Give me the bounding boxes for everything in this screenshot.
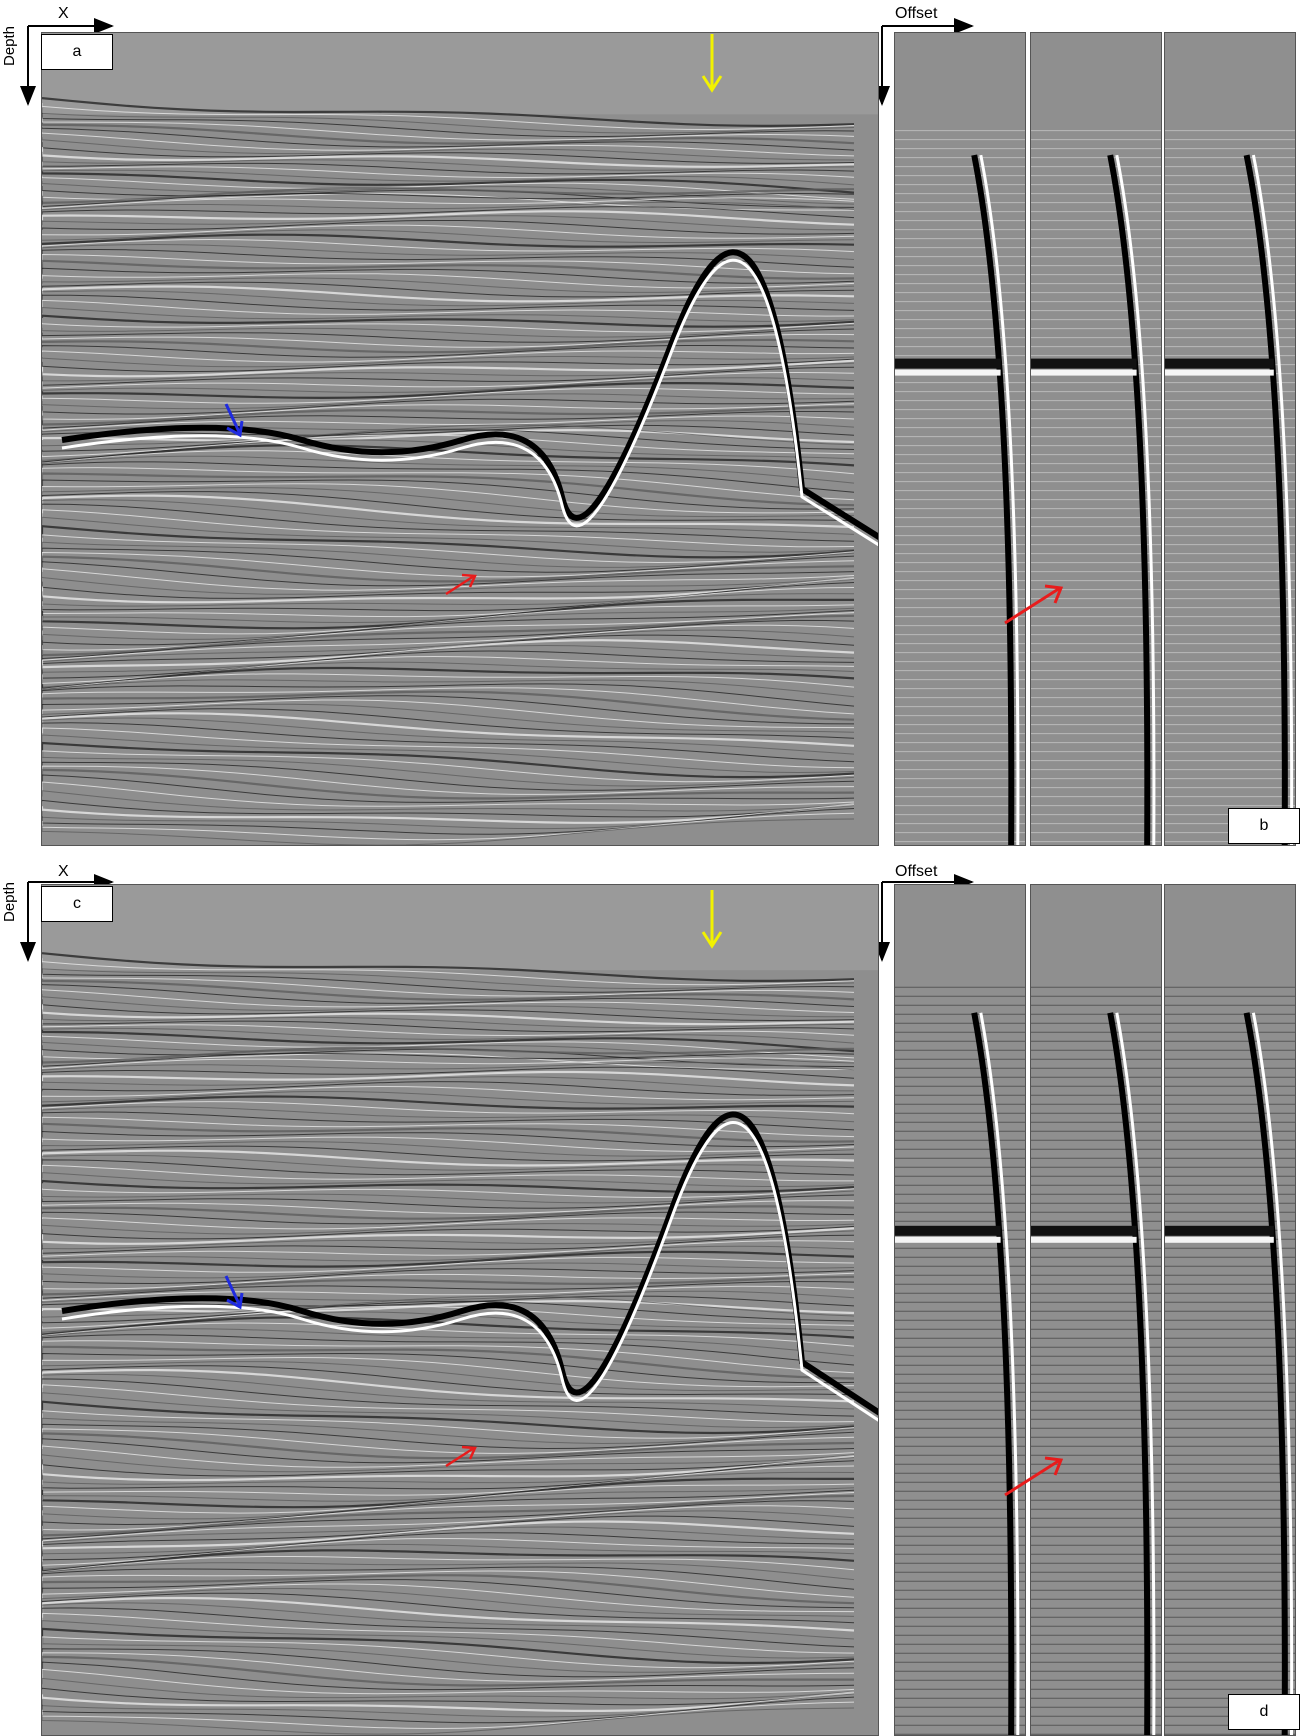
panel-label-d: d: [1228, 1694, 1300, 1730]
angle-gather-b1: [894, 32, 1026, 846]
x-axis-label: X: [58, 863, 69, 880]
depth-axis-label: Depth: [1, 881, 18, 922]
figure-row-top: X Depth Offset a b: [1, 5, 1300, 846]
seismic-section-c: [41, 884, 879, 1736]
offset-axis-label: Offset: [895, 863, 938, 880]
panel-label-a: a: [41, 34, 113, 70]
figure-row-bottom: X Depth Offset c d: [0, 864, 1302, 1736]
angle-gather-d1: [894, 884, 1026, 1736]
panel-label-c: c: [41, 886, 113, 922]
depth-axis-label: Depth: [1, 25, 18, 66]
panel-label-b: b: [1228, 808, 1300, 844]
angle-gather-b3: [1164, 32, 1296, 846]
angle-gather-d2: [1030, 884, 1162, 1736]
x-axis-label: X: [58, 5, 69, 22]
seismic-image: [42, 33, 878, 845]
offset-axis-label: Offset: [895, 5, 938, 22]
seismic-section-a: [41, 32, 879, 846]
angle-gather-d3: [1164, 884, 1296, 1736]
angle-gather-b2: [1030, 32, 1162, 846]
seismic-image: [42, 885, 878, 1735]
